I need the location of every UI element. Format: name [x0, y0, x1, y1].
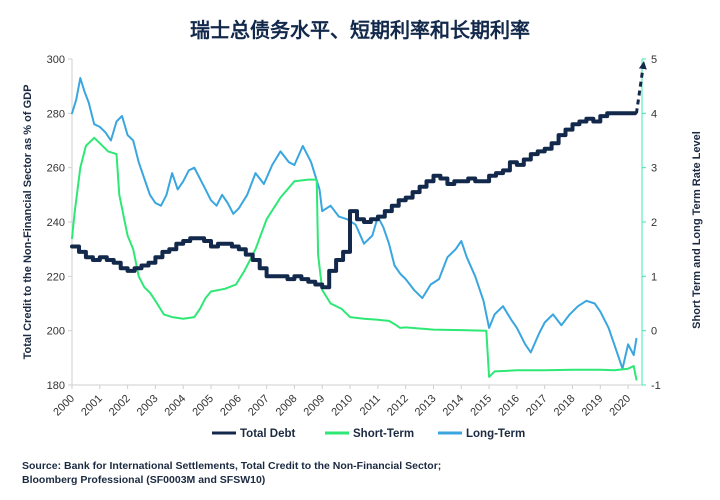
x-tick-label: 2003 [135, 393, 161, 419]
left-tick-label: 220 [47, 271, 65, 283]
source-note: Source: Bank for International Settlemen… [22, 459, 622, 487]
x-tick-label: 2018 [552, 393, 578, 419]
x-tick-label: 2010 [329, 393, 355, 419]
x-tick-label: 2011 [358, 393, 383, 418]
y-right-axis-label: Short Term and Long Term Rate Level [691, 131, 703, 329]
source-line-2: Bloomberg Professional (SF0003M and SFSW… [22, 474, 266, 486]
y-left-axis-label: Total Credit to the Non-Financial Sector… [22, 85, 34, 360]
x-tick-label: 2000 [51, 393, 77, 419]
series-line-total-debt [70, 111, 637, 290]
right-tick-label: 5 [651, 54, 657, 66]
right-tick-label: 3 [651, 163, 657, 175]
x-tick-label: 2002 [107, 393, 133, 419]
x-tick-label: 2013 [413, 393, 439, 419]
right-tick-label: 1 [651, 271, 657, 283]
right-tick-label: -1 [651, 380, 661, 392]
right-tick-label: 0 [651, 326, 657, 338]
left-tick-label: 180 [47, 380, 65, 392]
x-tick-label: 2016 [496, 393, 522, 419]
source-line-1: Source: Bank for International Settlemen… [22, 460, 442, 472]
chart-title: 瑞士总债务水平、短期利率和长期利率 [190, 18, 530, 42]
left-tick-label: 200 [47, 326, 65, 338]
x-tick-label: 2001 [79, 393, 105, 419]
x-tick-label: 2009 [302, 393, 328, 419]
left-tick-label: 300 [47, 54, 65, 66]
right-tick-label: 2 [651, 217, 657, 229]
series-line-long-term [71, 77, 638, 370]
x-tick-label: 2008 [274, 393, 300, 419]
x-tick-label: 2006 [218, 393, 244, 419]
x-tick-label: 2007 [246, 393, 272, 419]
left-tick-label: 280 [47, 108, 65, 120]
legend-label-total-debt: Total Debt [240, 428, 296, 440]
x-tick-label: 2005 [190, 393, 216, 419]
x-tick-label: 2012 [385, 393, 411, 419]
x-tick-label: 2017 [524, 393, 550, 419]
x-tick-label: 2015 [468, 393, 494, 419]
right-tick-label: 4 [651, 108, 657, 120]
left-tick-label: 260 [47, 163, 65, 175]
series-line-short-term [71, 136, 638, 381]
x-tick-label: 2004 [163, 393, 189, 419]
projection-arrow [634, 61, 647, 114]
legend-label-long-term: Long-Term [466, 428, 525, 440]
x-tick-label: 2014 [441, 393, 467, 419]
x-tick-label: 2020 [607, 393, 633, 419]
x-tick-label: 2019 [580, 393, 606, 419]
left-tick-label: 240 [47, 217, 65, 229]
legend-label-short-term: Short-Term [353, 428, 414, 440]
